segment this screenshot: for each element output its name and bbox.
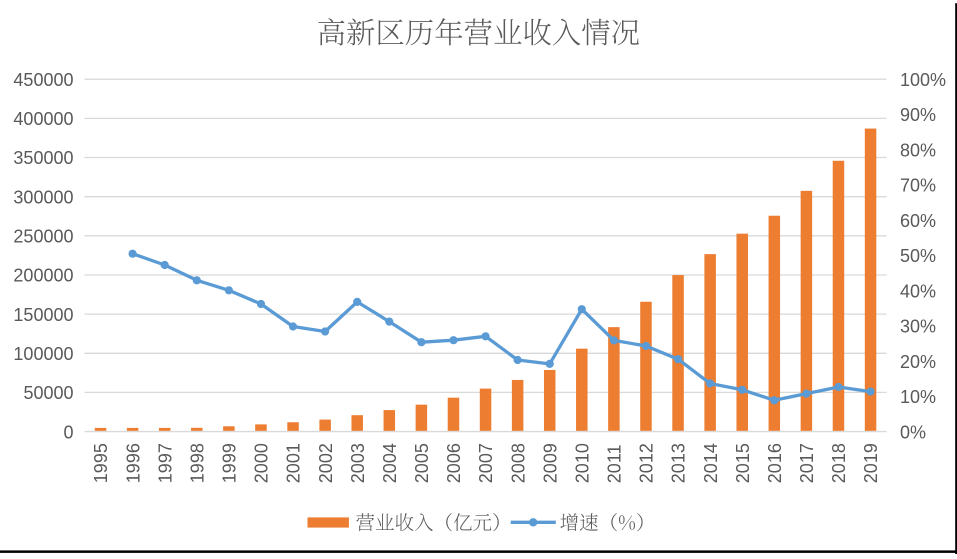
svg-text:150000: 150000: [13, 305, 73, 325]
svg-text:2008: 2008: [508, 443, 528, 483]
svg-text:2001: 2001: [284, 443, 304, 483]
svg-text:2011: 2011: [605, 444, 625, 483]
svg-text:1995: 1995: [91, 443, 111, 483]
svg-text:2009: 2009: [540, 443, 560, 483]
svg-text:1999: 1999: [220, 443, 240, 483]
svg-text:2006: 2006: [444, 443, 464, 483]
svg-text:2000: 2000: [252, 443, 272, 483]
svg-text:2002: 2002: [316, 443, 336, 483]
svg-text:70%: 70%: [900, 176, 936, 196]
svg-text:100%: 100%: [900, 70, 946, 90]
svg-text:450000: 450000: [13, 70, 73, 90]
svg-text:2012: 2012: [637, 443, 657, 483]
svg-text:80%: 80%: [900, 140, 936, 160]
svg-text:0%: 0%: [900, 422, 926, 442]
svg-text:2017: 2017: [797, 443, 817, 483]
svg-text:2015: 2015: [733, 443, 753, 483]
svg-text:30%: 30%: [900, 317, 936, 337]
svg-text:250000: 250000: [13, 227, 73, 247]
svg-text:2019: 2019: [861, 443, 881, 483]
svg-text:2007: 2007: [476, 443, 496, 483]
svg-text:2016: 2016: [765, 443, 785, 483]
svg-text:2014: 2014: [701, 443, 721, 483]
svg-text:300000: 300000: [13, 187, 73, 207]
svg-text:50%: 50%: [900, 246, 936, 266]
svg-text:100000: 100000: [13, 344, 73, 364]
svg-text:2018: 2018: [829, 443, 849, 483]
svg-text:1998: 1998: [188, 443, 208, 483]
svg-text:1997: 1997: [155, 443, 175, 483]
svg-text:200000: 200000: [13, 266, 73, 286]
svg-text:400000: 400000: [13, 109, 73, 129]
svg-text:2003: 2003: [348, 443, 368, 483]
svg-text:40%: 40%: [900, 281, 936, 301]
svg-text:1996: 1996: [123, 443, 143, 483]
svg-text:0: 0: [63, 422, 73, 442]
svg-text:2010: 2010: [573, 443, 593, 483]
svg-text:10%: 10%: [900, 387, 936, 407]
svg-text:2013: 2013: [669, 443, 689, 483]
svg-text:20%: 20%: [900, 352, 936, 372]
svg-text:50000: 50000: [23, 383, 73, 403]
svg-text:350000: 350000: [13, 148, 73, 168]
svg-text:90%: 90%: [900, 105, 936, 125]
svg-text:2004: 2004: [380, 443, 400, 483]
svg-text:60%: 60%: [900, 211, 936, 231]
svg-text:2005: 2005: [412, 443, 432, 483]
